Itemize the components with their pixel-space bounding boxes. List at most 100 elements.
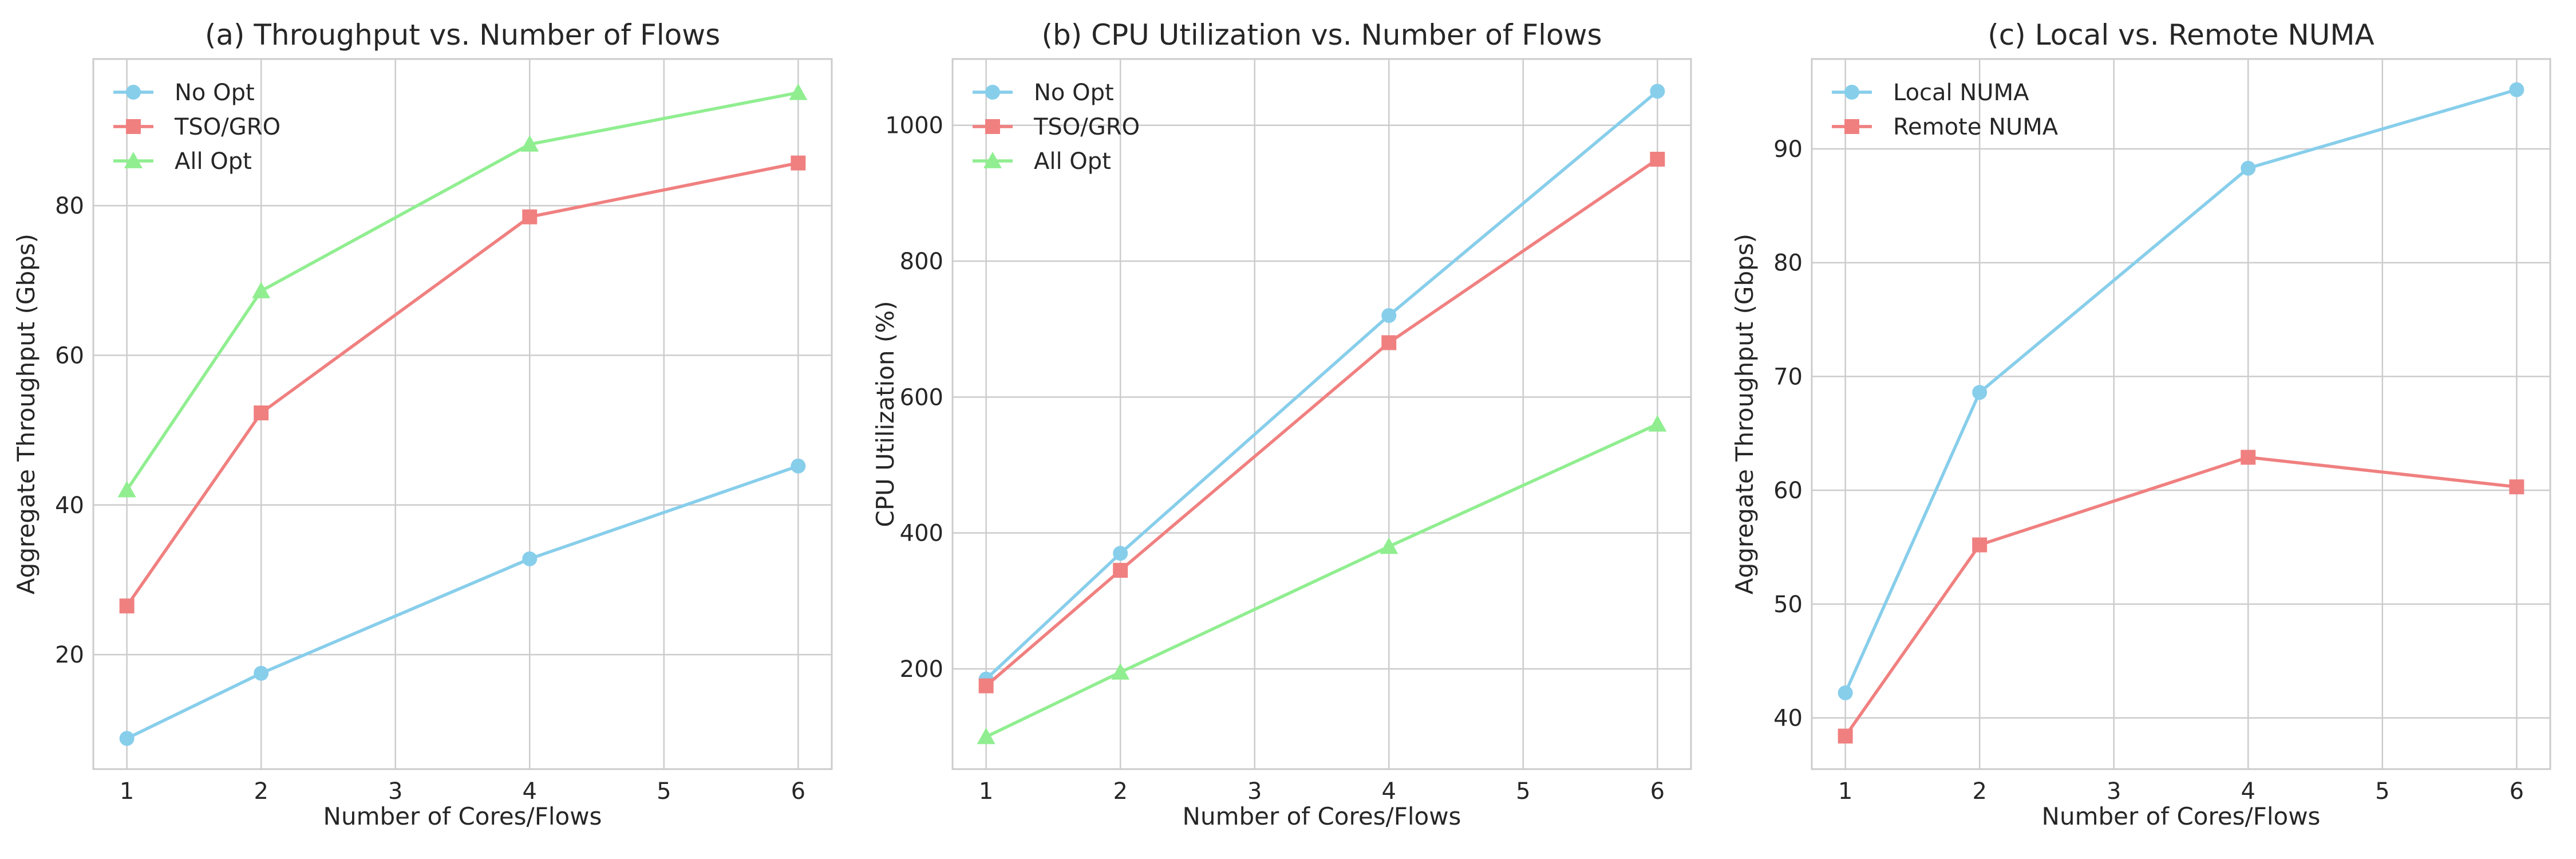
legend-label: No Opt [175,80,255,106]
series-line [1844,455,2517,737]
data-point [119,598,135,614]
series-1 [1838,82,2524,700]
data-point [2241,450,2256,465]
x-axis-label: Number of Cores/Flows [1183,802,1461,830]
y-tick-label: 600 [900,384,943,411]
data-point [522,209,538,224]
data-point [254,665,269,681]
data-point [2509,479,2524,495]
data-point [520,135,539,152]
chart-title: (b) CPU Utilization vs. Number of Flows [1041,18,1602,52]
chart-panel-2: 1 2 3 4 5 6 200 400 600 800 1000 (b) CPU Utilizatio… [871,18,1692,830]
legend-marker [1844,85,1859,100]
data-point [1381,335,1397,350]
series-line [985,90,1659,680]
data-point [791,155,806,171]
plot-frame [951,58,1692,770]
data-point [1381,308,1397,323]
data-point [1650,84,1665,99]
data-point [1972,537,1988,553]
legend-marker [124,152,143,168]
y-tick-label: 1000 [885,113,943,139]
y-tick-label: 200 [900,656,943,683]
legend-marker [126,119,141,134]
legend: No Opt TSO/GRO All Opt [973,80,1140,175]
y-tick-label: 20 [55,642,84,668]
series-line [125,91,799,491]
x-tick-label: 6 [1650,778,1665,805]
y-tick-label: 50 [1773,592,1803,618]
x-tick-label: 2 [1113,778,1127,805]
x-tick-label: 1 [120,778,134,805]
y-tick-label: 40 [55,492,84,519]
legend: No Opt TSO/GRO All Opt [113,80,280,175]
y-tick-label: 60 [55,342,84,369]
x-tick-label: 1 [1838,778,1852,805]
x-tick-label: 5 [657,778,671,805]
data-point [522,551,538,566]
series-line [985,157,1658,687]
x-tick-label: 4 [2241,778,2255,805]
y-tick-label: 80 [55,193,84,219]
y-tick-label: 90 [1773,136,1803,163]
series-line [125,161,799,607]
y-axis-label: Aggregate Throughput (Gbps) [1730,234,1759,594]
x-tick-label: 2 [1972,778,1986,805]
legend-label: All Opt [175,148,252,175]
legend-label: TSO/GRO [174,114,280,140]
legend: Local NUMA Remote NUMA [1832,80,2059,140]
series-3 [117,83,808,498]
x-tick-label: 3 [2107,778,2121,805]
x-tick-label: 5 [2375,778,2389,805]
y-tick-label: 60 [1773,478,1803,504]
data-point [789,83,808,100]
data-point [1648,415,1667,432]
data-point [977,727,995,744]
data-point [1650,152,1665,167]
data-point [117,480,136,498]
data-point [2241,160,2256,176]
legend-marker [126,85,141,100]
y-tick-label: 70 [1773,364,1803,390]
plot-frame [92,58,833,770]
legend-label: No Opt [1034,80,1114,106]
series-line [126,464,799,740]
data-point [1113,562,1128,578]
data-point [2509,82,2524,97]
legend-label: Remote NUMA [1893,114,2059,140]
y-tick-label: 400 [900,521,943,547]
data-point [1113,546,1128,561]
data-point [978,678,994,693]
data-point [254,405,269,421]
data-point [791,458,806,474]
series-1 [119,458,806,746]
x-tick-label: 6 [791,778,805,805]
y-axis-label: Aggregate Throughput (Gbps) [12,234,40,594]
data-point [252,282,271,298]
legend-marker [985,119,1000,134]
series-2 [1838,450,2524,744]
y-axis-label: CPU Utilization (%) [871,301,899,527]
x-tick-label: 4 [523,778,537,805]
plot-frame [1811,58,2551,770]
y-tick-label: 80 [1773,250,1803,277]
x-tick-label: 4 [1382,778,1396,805]
legend-marker [985,85,1000,100]
x-tick-label: 3 [1247,778,1262,805]
chart-panel-3: 1 2 3 4 5 6 40 50 60 70 80 90 (c) Local vs. Remote N… [1730,18,2551,830]
y-tick-label: 40 [1773,706,1803,732]
series-3 [977,415,1667,744]
data-point [1972,385,1988,400]
x-axis-label: Number of Cores/Flows [323,802,602,830]
chart-title: (c) Local vs. Remote NUMA [1988,18,2374,52]
legend-marker [983,152,1002,168]
series-2 [119,155,806,614]
series-2 [978,152,1665,693]
chart-title: (a) Throughput vs. Number of Flows [205,18,720,52]
x-tick-label: 1 [979,778,993,805]
legend-label: TSO/GRO [1033,114,1140,140]
series-line [985,423,1658,739]
data-point [1380,537,1398,554]
data-point [119,731,135,746]
